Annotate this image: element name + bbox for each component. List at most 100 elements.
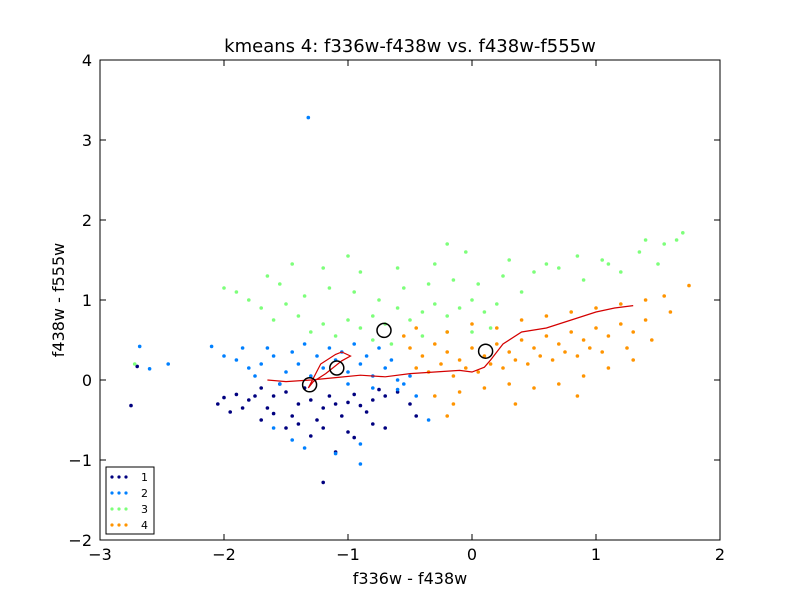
data-point [674, 238, 679, 242]
cluster-center-marker [376, 322, 392, 339]
data-point [216, 402, 220, 406]
data-point [265, 346, 270, 350]
data-point [643, 298, 648, 302]
data-point [408, 374, 412, 378]
data-point [253, 374, 257, 378]
data-point [426, 418, 431, 422]
data-point [513, 358, 518, 362]
data-point [395, 266, 400, 270]
data-point [433, 342, 437, 346]
data-point [321, 266, 326, 270]
data-point [383, 366, 388, 370]
data-point [166, 362, 170, 366]
data-point [557, 266, 561, 270]
data-point [662, 242, 666, 246]
data-point [445, 242, 450, 246]
legend-swatch-dot [124, 491, 128, 495]
x-tick-label: −3 [88, 545, 112, 564]
data-point [253, 394, 257, 398]
data-point [371, 338, 375, 342]
data-point [451, 374, 456, 378]
data-point [414, 414, 419, 418]
data-point [569, 330, 573, 334]
data-point [309, 398, 313, 402]
data-point [290, 438, 295, 442]
legend-swatch-dot [110, 491, 114, 495]
data-point [371, 422, 375, 426]
model-track-line [307, 351, 352, 389]
data-point [408, 346, 412, 350]
data-point [352, 290, 357, 294]
data-point [383, 426, 388, 430]
data-point [147, 367, 152, 371]
data-point [321, 406, 326, 410]
data-point [371, 386, 375, 390]
data-point [550, 358, 555, 362]
data-point [259, 306, 264, 310]
x-tick-label: −2 [212, 545, 236, 564]
data-point [606, 334, 611, 338]
data-point [395, 387, 400, 392]
legend-label: 4 [141, 519, 148, 532]
data-point [358, 362, 363, 366]
data-point [600, 350, 604, 354]
data-point [306, 115, 311, 120]
data-point [445, 330, 450, 334]
data-point [507, 350, 512, 354]
data-point [501, 274, 505, 278]
data-point [284, 390, 288, 394]
data-point [371, 314, 375, 318]
legend-swatch-dot [110, 507, 114, 511]
data-point [135, 364, 139, 369]
data-point [619, 270, 623, 274]
data-point [519, 338, 524, 342]
data-point [575, 254, 580, 258]
data-point [439, 362, 443, 366]
data-point [470, 322, 474, 326]
y-tick-label: 2 [82, 211, 92, 230]
data-point [271, 411, 276, 416]
data-point [414, 326, 419, 330]
cluster-center-marker [477, 343, 494, 359]
data-point [340, 414, 344, 418]
data-point [302, 342, 307, 346]
data-point [383, 394, 388, 398]
data-point [526, 362, 530, 366]
data-point [333, 451, 338, 456]
data-point [637, 250, 642, 254]
data-point [563, 350, 567, 354]
data-point [420, 334, 425, 338]
data-point [606, 262, 611, 266]
x-tick-label: 2 [715, 545, 725, 564]
data-point [457, 306, 462, 310]
data-point [625, 346, 629, 350]
data-point [650, 338, 654, 342]
legend-swatch-dot [124, 507, 128, 511]
data-point [445, 314, 450, 318]
data-point [476, 282, 481, 286]
data-point [296, 402, 301, 406]
data-point [358, 326, 363, 330]
data-point [575, 354, 580, 358]
data-point [296, 422, 301, 426]
data-point [402, 286, 406, 290]
x-tick-label: −1 [336, 545, 360, 564]
legend-label: 1 [141, 471, 148, 484]
data-point [426, 282, 431, 286]
data-point [278, 282, 282, 286]
data-point [544, 262, 549, 266]
data-point [538, 354, 542, 358]
legend-label: 2 [141, 487, 148, 500]
data-point [352, 342, 357, 346]
data-point [464, 250, 468, 254]
data-point [346, 318, 350, 322]
data-point [581, 278, 586, 282]
data-point [346, 254, 350, 258]
data-point [234, 358, 239, 362]
data-point [557, 342, 561, 346]
legend-swatch-dot [124, 523, 128, 527]
data-point [358, 462, 363, 466]
data-point [581, 374, 586, 378]
y-axis-label: f438w - f555w [49, 243, 68, 357]
data-point [414, 366, 419, 370]
